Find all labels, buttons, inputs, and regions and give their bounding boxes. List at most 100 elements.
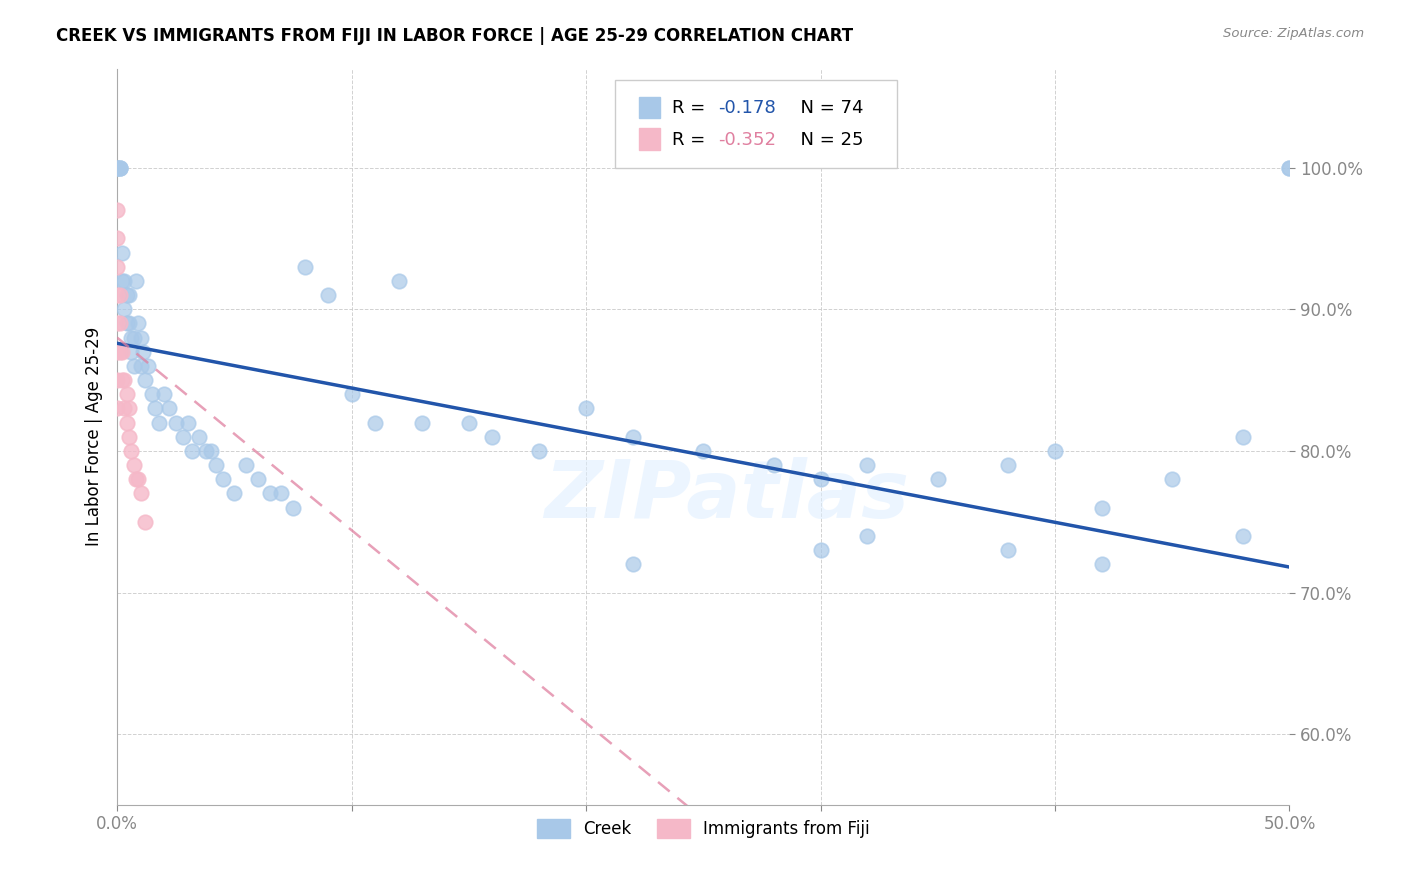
Point [621,430,644,444]
Point [112,274,135,288]
Point [481,430,503,444]
Y-axis label: In Labor Force | Age 25-29: In Labor Force | Age 25-29 [86,327,103,547]
Point [457,416,479,430]
Point [810,472,832,486]
Point [364,416,387,430]
Point [105,401,128,416]
Point [105,288,128,302]
Point [211,472,233,486]
Point [105,203,128,218]
Point [259,486,281,500]
Point [105,317,128,331]
Point [927,472,949,486]
Point [762,458,785,472]
Point [1091,500,1114,515]
Text: R =: R = [672,131,710,149]
Point [105,161,128,175]
Text: N = 25: N = 25 [789,131,863,149]
Point [120,444,142,458]
Text: ZIPatlas: ZIPatlas [544,457,910,534]
Point [575,401,598,416]
Point [1278,161,1301,175]
Point [195,444,218,458]
Text: -0.178: -0.178 [718,98,776,117]
Point [1232,529,1254,543]
Point [108,161,131,175]
Point [129,330,152,344]
Point [340,387,363,401]
Point [204,458,226,472]
Point [108,161,131,175]
Point [856,458,879,472]
Point [810,543,832,558]
Point [997,543,1019,558]
Point [115,416,138,430]
Text: -0.352: -0.352 [718,131,776,149]
Point [125,472,148,486]
Point [105,231,128,245]
Point [143,401,166,416]
Point [105,260,128,274]
Point [111,373,134,387]
Point [270,486,292,500]
Point [129,486,152,500]
Point [108,288,131,302]
Point [108,344,131,359]
Point [1232,430,1254,444]
Point [122,330,145,344]
Point [125,274,148,288]
Text: N = 74: N = 74 [789,98,863,117]
Point [112,302,135,317]
Point [111,344,134,359]
Point [134,515,156,529]
Point [157,401,180,416]
Point [1161,472,1184,486]
Point [120,330,142,344]
FancyBboxPatch shape [616,79,897,168]
Point [105,161,128,175]
Point [1278,161,1301,175]
Point [856,529,879,543]
Point [115,288,138,302]
Bar [638,128,659,150]
Point [235,458,257,472]
Point [294,260,316,274]
Point [105,344,128,359]
Point [411,416,433,430]
Point [111,245,134,260]
Point [387,274,409,288]
Point [120,344,142,359]
Point [118,288,141,302]
Point [118,317,141,331]
Text: R =: R = [672,98,710,117]
Point [115,317,138,331]
Point [246,472,269,486]
Point [316,288,339,302]
Point [281,500,304,515]
Text: Source: ZipAtlas.com: Source: ZipAtlas.com [1223,27,1364,40]
Point [1043,444,1066,458]
Legend: Creek, Immigrants from Fiji: Creek, Immigrants from Fiji [530,812,876,845]
Point [176,416,198,430]
Point [112,401,135,416]
Point [132,344,155,359]
Point [115,387,138,401]
Text: CREEK VS IMMIGRANTS FROM FIJI IN LABOR FORCE | AGE 25-29 CORRELATION CHART: CREEK VS IMMIGRANTS FROM FIJI IN LABOR F… [56,27,853,45]
Point [200,444,222,458]
Point [108,317,131,331]
Point [129,359,152,373]
Point [529,444,551,458]
Point [127,472,149,486]
Point [134,373,156,387]
Point [148,416,170,430]
Point [118,430,141,444]
Point [997,458,1019,472]
Point [692,444,714,458]
Point [111,274,134,288]
Point [1091,558,1114,572]
Point [136,359,159,373]
Point [153,387,176,401]
Point [105,161,128,175]
Point [112,373,135,387]
Bar [638,96,659,118]
